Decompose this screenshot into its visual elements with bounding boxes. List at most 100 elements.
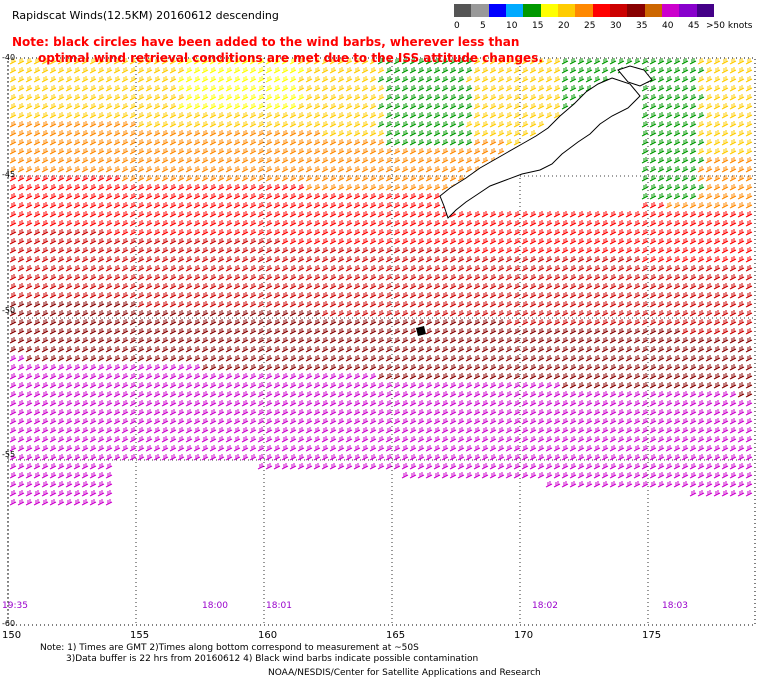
wind-barb — [241, 301, 249, 308]
wind-barb — [641, 364, 649, 371]
wind-barb — [665, 409, 673, 416]
wind-barb — [361, 445, 369, 452]
wind-barb — [137, 337, 145, 344]
wind-barb — [97, 193, 105, 200]
wind-barb — [585, 463, 593, 470]
wind-barb — [225, 346, 233, 353]
wind-barb — [745, 229, 753, 236]
wind-barb — [449, 463, 457, 470]
wind-barb — [425, 193, 433, 200]
wind-barb — [617, 319, 625, 326]
wind-barb — [185, 301, 193, 308]
wind-barb — [401, 211, 409, 218]
wind-barb — [193, 445, 201, 452]
wind-barb — [361, 121, 369, 128]
wind-barb — [705, 175, 713, 182]
colorbar-swatch — [454, 4, 472, 17]
wind-barb — [209, 292, 217, 299]
wind-barb — [513, 427, 521, 434]
wind-barb — [593, 319, 601, 326]
wind-barb — [265, 400, 273, 407]
colorbar-label: 15 — [532, 21, 544, 31]
wind-barb — [57, 463, 65, 470]
wind-barb — [137, 409, 145, 416]
wind-barb — [745, 355, 753, 362]
wind-barb — [265, 67, 273, 74]
wind-barb — [473, 472, 481, 479]
wind-barb — [129, 409, 137, 416]
wind-barb — [9, 247, 17, 254]
wind-barb — [57, 220, 65, 227]
wind-barb — [105, 427, 113, 434]
wind-barb — [17, 193, 25, 200]
wind-barb — [513, 265, 521, 272]
wind-barb — [569, 445, 577, 452]
wind-barb — [641, 85, 649, 92]
wind-barb — [697, 202, 705, 209]
wind-barb — [305, 67, 313, 74]
wind-barb — [425, 121, 433, 128]
wind-barb — [353, 319, 361, 326]
wind-barb — [361, 184, 369, 191]
colorbar-swatch — [644, 4, 663, 17]
wind-barb — [289, 364, 297, 371]
wind-barb — [49, 265, 57, 272]
wind-barb — [649, 130, 657, 137]
wind-barb — [57, 157, 65, 164]
wind-barb — [169, 400, 177, 407]
wind-barb — [9, 121, 17, 128]
wind-barb — [361, 130, 369, 137]
wind-barb — [465, 463, 473, 470]
wind-barb — [729, 319, 737, 326]
wind-barb — [353, 67, 361, 74]
wind-barb — [577, 283, 585, 290]
wind-barb — [169, 229, 177, 236]
wind-barb — [313, 355, 321, 362]
wind-barb — [65, 184, 73, 191]
wind-barb — [385, 391, 393, 398]
wind-barb — [521, 382, 529, 389]
wind-barb — [513, 400, 521, 407]
wind-barb — [297, 157, 305, 164]
wind-barb — [121, 112, 129, 119]
wind-barb — [281, 463, 289, 470]
wind-barb — [353, 238, 361, 245]
wind-barb — [337, 436, 345, 443]
wind-barb — [209, 436, 217, 443]
wind-barb — [705, 445, 713, 452]
wind-barb — [425, 454, 433, 461]
wind-barb — [673, 391, 681, 398]
wind-barb — [657, 202, 665, 209]
wind-barb — [481, 58, 489, 65]
wind-barb — [81, 175, 89, 182]
wind-barb — [681, 67, 689, 74]
wind-barb — [225, 409, 233, 416]
wind-barb — [17, 409, 25, 416]
wind-barb — [265, 130, 273, 137]
wind-barb — [537, 58, 545, 65]
wind-barb — [137, 328, 145, 335]
wind-barb — [25, 193, 33, 200]
wind-barb — [393, 220, 401, 227]
wind-barb — [441, 229, 449, 236]
wind-barb — [337, 337, 345, 344]
wind-barb — [417, 211, 425, 218]
wind-barb — [673, 121, 681, 128]
wind-barb — [729, 121, 737, 128]
wind-barb — [17, 85, 25, 92]
wind-barb — [65, 247, 73, 254]
wind-barb — [561, 67, 569, 74]
wind-barb — [537, 67, 545, 74]
wind-barb — [129, 148, 137, 155]
wind-barb — [289, 184, 297, 191]
wind-barb — [217, 220, 225, 227]
wind-barb — [569, 58, 577, 65]
wind-barb — [217, 436, 225, 443]
wind-barb — [745, 274, 753, 281]
wind-barb — [697, 184, 705, 191]
wind-barb — [649, 400, 657, 407]
wind-barb — [153, 328, 161, 335]
wind-barb — [681, 373, 689, 380]
wind-barb — [681, 274, 689, 281]
wind-barb — [713, 85, 721, 92]
